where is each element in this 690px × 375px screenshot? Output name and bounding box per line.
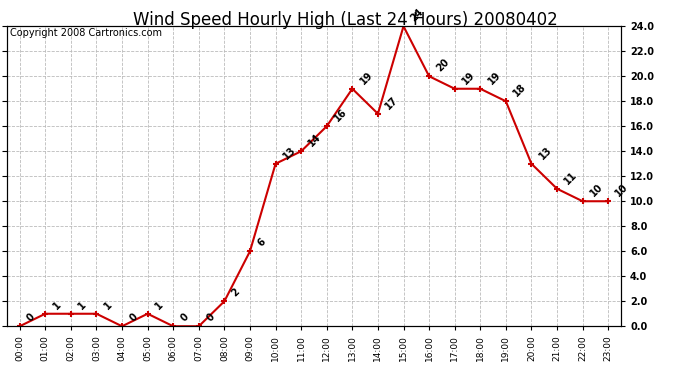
Text: 14: 14 (307, 132, 324, 148)
Text: 16: 16 (333, 107, 349, 123)
Text: 13: 13 (281, 144, 298, 161)
Text: Copyright 2008 Cartronics.com: Copyright 2008 Cartronics.com (10, 28, 162, 38)
Text: 10: 10 (588, 182, 605, 198)
Text: 6: 6 (255, 237, 268, 249)
Text: 11: 11 (562, 170, 579, 186)
Text: 17: 17 (384, 94, 400, 111)
Text: 24: 24 (409, 7, 426, 24)
Text: 1: 1 (102, 299, 114, 311)
Text: 1: 1 (51, 299, 63, 311)
Text: 0: 0 (26, 312, 37, 324)
Text: 19: 19 (460, 69, 477, 86)
Text: 10: 10 (614, 182, 631, 198)
Text: 19: 19 (486, 69, 502, 86)
Text: 13: 13 (537, 144, 553, 161)
Text: 20: 20 (435, 57, 451, 74)
Text: 19: 19 (358, 69, 375, 86)
Text: Wind Speed Hourly High (Last 24 Hours) 20080402: Wind Speed Hourly High (Last 24 Hours) 2… (132, 11, 558, 29)
Text: 0: 0 (204, 312, 216, 324)
Text: 0: 0 (179, 312, 190, 324)
Text: 1: 1 (153, 299, 165, 311)
Text: 1: 1 (77, 299, 88, 311)
Text: 0: 0 (128, 312, 139, 324)
Text: 2: 2 (230, 286, 241, 298)
Text: 18: 18 (511, 82, 528, 99)
